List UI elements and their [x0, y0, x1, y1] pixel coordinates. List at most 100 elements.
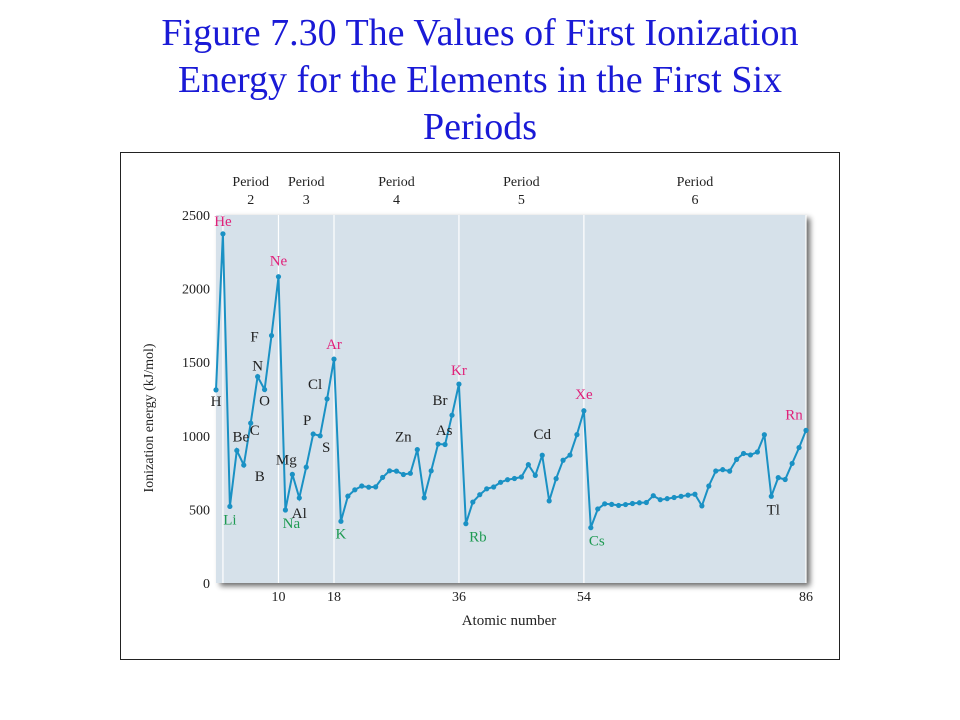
data-point: [789, 460, 795, 467]
data-point: [678, 493, 684, 499]
data-point: [615, 502, 622, 509]
data-point: [497, 479, 504, 485]
data-point: [477, 492, 483, 498]
data-point: [713, 468, 719, 474]
element-label: H: [211, 394, 222, 410]
data-point: [268, 332, 275, 339]
data-point: [567, 452, 573, 458]
element-label: Ar: [326, 337, 342, 353]
data-point: [609, 501, 615, 507]
y-tick-label: 2500: [182, 209, 210, 224]
data-point: [761, 432, 767, 438]
data-point: [400, 471, 407, 478]
element-label: S: [322, 440, 330, 456]
data-point: [740, 450, 747, 457]
data-point: [664, 496, 670, 502]
data-point: [407, 470, 413, 476]
x-axis-title: Atomic number: [462, 613, 557, 629]
figure-frame: Period 2 Period 3 Period 4 Period 5 Period 6 0 500…: [120, 152, 840, 660]
data-point: [504, 477, 511, 483]
element-label: K: [336, 526, 347, 542]
data-point: [435, 441, 441, 447]
element-label: Na: [283, 516, 301, 532]
data-point: [560, 457, 566, 463]
data-point: [650, 493, 656, 499]
data-point: [303, 464, 309, 470]
data-point: [449, 412, 455, 418]
element-label: Be: [232, 430, 249, 446]
data-point: [733, 456, 740, 462]
data-point: [581, 408, 587, 414]
data-point: [331, 356, 337, 362]
data-point: [428, 468, 434, 474]
x-tick-label: 18: [327, 590, 341, 605]
period-labels: Period 2 Period 3 Period 4 Period 5 Period 6: [232, 175, 713, 208]
element-label: Al: [292, 506, 307, 522]
period-label: Period 2: [232, 175, 269, 208]
data-point: [692, 491, 698, 497]
data-point: [574, 432, 580, 438]
element-label: B: [255, 469, 265, 485]
data-point: [220, 231, 226, 237]
y-tick-label: 1500: [182, 356, 210, 371]
data-point: [359, 483, 365, 489]
element-label: Cd: [533, 427, 551, 443]
data-point: [470, 499, 476, 505]
y-tick-label: 1000: [182, 430, 210, 445]
period-label: Period 3: [288, 175, 325, 208]
element-label: Xe: [575, 387, 593, 403]
element-label: Zn: [395, 430, 412, 446]
data-point: [796, 444, 802, 451]
element-label: Rb: [469, 530, 487, 546]
data-point: [595, 506, 601, 512]
data-point: [345, 493, 351, 499]
data-point: [782, 476, 788, 483]
data-point: [491, 484, 497, 490]
data-point: [234, 447, 240, 454]
y-tick-label: 500: [189, 503, 210, 518]
element-label: F: [250, 330, 258, 346]
data-point: [754, 449, 761, 455]
data-point: [532, 472, 538, 478]
data-point: [636, 500, 643, 506]
data-point: [657, 497, 663, 503]
element-label: Cs: [589, 534, 605, 550]
data-point: [317, 433, 323, 439]
data-point: [227, 503, 233, 510]
data-point: [373, 484, 379, 490]
data-point: [366, 484, 372, 490]
plot-area: [216, 215, 806, 583]
period-label: Period 6: [677, 175, 714, 208]
data-point: [393, 468, 400, 474]
x-tick-label: 54: [577, 590, 591, 605]
x-tick-label: 10: [271, 590, 285, 605]
element-label: He: [214, 214, 232, 230]
data-point: [379, 474, 386, 481]
data-point: [588, 525, 594, 531]
data-point: [241, 462, 247, 468]
data-point: [421, 495, 427, 501]
y-tick-label: 0: [203, 577, 210, 592]
data-point: [518, 474, 525, 480]
y-axis-title: Ionization energy (kJ/mol): [142, 343, 157, 492]
x-axis: 10 18 36 54 86: [271, 590, 813, 605]
data-point: [553, 476, 559, 482]
data-point: [296, 495, 302, 501]
data-point: [310, 431, 316, 437]
element-label: Tl: [767, 502, 780, 518]
element-label: N: [252, 359, 263, 375]
data-point: [338, 518, 344, 524]
data-point: [643, 499, 649, 506]
data-point: [484, 486, 490, 492]
data-point: [289, 471, 295, 477]
element-label: C: [250, 423, 260, 439]
data-point: [275, 274, 282, 280]
data-point: [685, 492, 691, 498]
element-label: O: [259, 394, 270, 410]
data-point: [255, 374, 261, 380]
data-point: [282, 507, 289, 513]
data-point: [546, 498, 552, 504]
data-point: [775, 475, 781, 481]
element-label: Br: [433, 393, 448, 409]
data-point: [525, 462, 531, 468]
